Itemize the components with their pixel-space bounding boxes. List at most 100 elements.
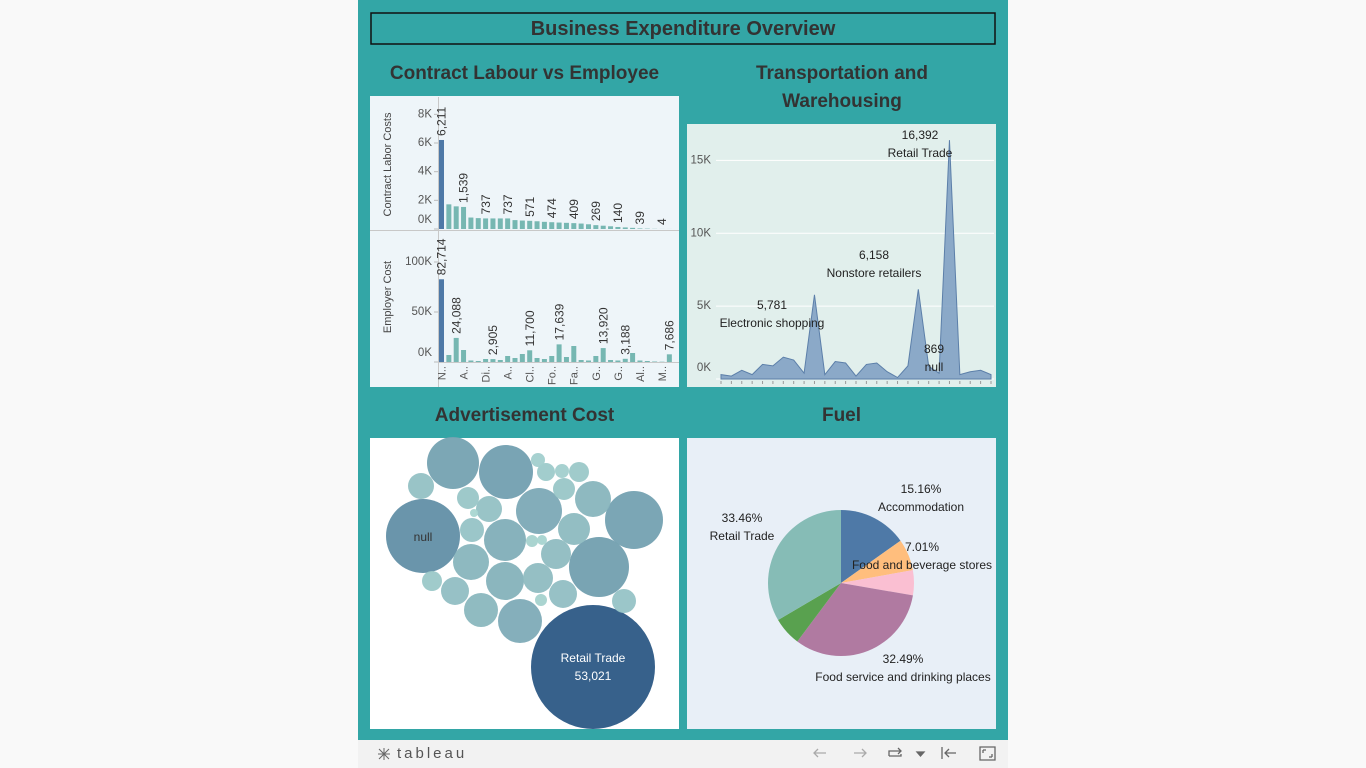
- bubble: [422, 571, 442, 591]
- y-tick-label: 0K: [418, 347, 432, 359]
- y-tick-label: 2K: [418, 194, 432, 206]
- annotation-label: Retail Trade: [888, 146, 953, 160]
- bubble: [427, 437, 479, 489]
- bar: [615, 226, 621, 229]
- bar: [563, 222, 569, 229]
- first-icon[interactable]: [941, 747, 956, 759]
- annotation-label: Electronic shopping: [720, 316, 825, 330]
- logo-icon: [378, 748, 390, 760]
- pie-slice: [841, 540, 913, 583]
- bar: [490, 218, 496, 229]
- bubble: [536, 534, 548, 546]
- bubble: [460, 518, 484, 542]
- bubble: [452, 544, 489, 581]
- bubble: [385, 498, 461, 574]
- bar: [578, 223, 584, 229]
- data-label: 33.46%: [722, 511, 763, 525]
- undo-icon[interactable]: [813, 748, 826, 758]
- data-label: 409: [567, 199, 581, 219]
- data-label: 3,188: [618, 324, 632, 354]
- y-tick-label: 10K: [691, 227, 712, 239]
- axis-title: Employer Cost: [382, 261, 394, 333]
- data-label: 474: [545, 198, 559, 218]
- bar: [644, 361, 650, 362]
- bar: [505, 218, 511, 229]
- bubble: [469, 508, 479, 518]
- bar: [519, 220, 525, 229]
- data-label: 571: [523, 196, 537, 216]
- bubble: [464, 593, 498, 627]
- bar: [497, 218, 503, 229]
- bar: [563, 357, 569, 362]
- area: [720, 140, 992, 380]
- bubble: [498, 599, 542, 643]
- bar: [571, 223, 577, 229]
- bar: [461, 350, 467, 362]
- bar: [586, 360, 591, 362]
- data-label: 5,781: [757, 298, 787, 312]
- bar: [556, 344, 562, 362]
- y-tick-label: 100K: [405, 256, 432, 268]
- y-tick-label: 5K: [697, 300, 711, 312]
- slice-label: Accommodation: [878, 500, 964, 514]
- title-box: [370, 12, 996, 45]
- annotation-label: null: [925, 360, 944, 374]
- bar: [453, 337, 459, 362]
- bar: [527, 220, 533, 229]
- bar: [512, 220, 518, 229]
- data-label: 6,158: [859, 248, 889, 262]
- bar: [461, 206, 467, 229]
- fullscreen-icon[interactable]: [979, 746, 996, 761]
- bar: [541, 221, 547, 229]
- chart-title: Fuel: [821, 405, 862, 426]
- data-label: 17,639: [552, 303, 566, 340]
- data-label: 7,686: [663, 320, 677, 350]
- data-label: 7.01%: [905, 540, 939, 554]
- data-label: 6,211: [435, 107, 449, 136]
- bar: [453, 206, 459, 229]
- bubble-label: Retail Trade: [561, 651, 626, 665]
- bubble: [456, 486, 480, 510]
- chart-title: Contract Labour vs Employee: [389, 63, 660, 84]
- toolbar-icons: [378, 746, 996, 761]
- bar: [630, 227, 636, 229]
- bar: [578, 360, 584, 362]
- pie-slice: [797, 583, 913, 656]
- pie-slice: [778, 583, 841, 642]
- dashboard-title: Business Expenditure Overview: [530, 18, 836, 40]
- bar: [600, 348, 606, 362]
- chart-title: Advertisement Cost: [434, 405, 615, 426]
- data-label: 4: [655, 218, 669, 225]
- y-tick-label: 50K: [412, 306, 433, 318]
- bar: [527, 350, 533, 362]
- x-tick-label: M..: [657, 366, 669, 381]
- bubble: [541, 539, 571, 569]
- data-label: 24,088: [449, 297, 463, 334]
- bubble: [612, 589, 636, 613]
- x-tick-label: G..: [591, 366, 603, 381]
- y-tick-label: 6K: [418, 137, 432, 149]
- data-label: 1,539: [457, 173, 471, 203]
- bubble: [516, 488, 562, 534]
- bar: [468, 217, 474, 229]
- bar: [497, 360, 503, 362]
- bubble: [552, 477, 576, 501]
- bubble: [549, 580, 577, 608]
- bar: [593, 225, 599, 229]
- bubble: [575, 480, 612, 517]
- bar: [549, 356, 555, 362]
- x-tick-label: A..: [458, 366, 470, 379]
- redo-icon[interactable]: [854, 748, 867, 758]
- data-label: 15.16%: [901, 482, 942, 496]
- bar: [600, 225, 606, 229]
- bar-panel: [370, 96, 679, 387]
- bubble: [535, 594, 547, 606]
- data-label: 32.49%: [883, 652, 924, 666]
- bar: [475, 218, 481, 229]
- revert-icon[interactable]: [888, 747, 902, 757]
- bubble: [476, 496, 502, 522]
- dropdown-icon[interactable]: [915, 751, 926, 757]
- x-tick-label: Di..: [481, 366, 493, 383]
- bubble: [558, 513, 590, 545]
